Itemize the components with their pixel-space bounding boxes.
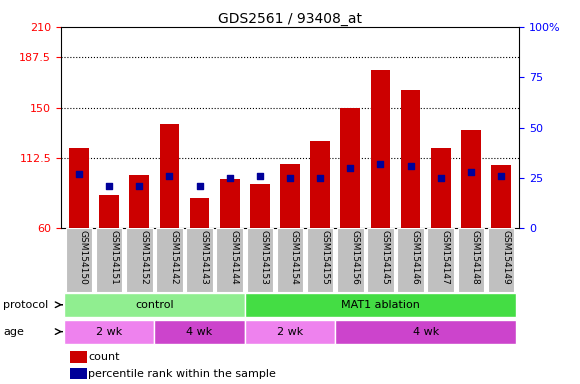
Text: GSM154151: GSM154151 — [109, 230, 118, 285]
Point — [346, 165, 355, 171]
Bar — [96, 228, 122, 292]
Bar — [458, 228, 484, 292]
Point — [104, 183, 114, 189]
Point — [165, 173, 174, 179]
Bar — [220, 179, 240, 228]
Bar — [156, 228, 183, 292]
Text: MAT1 ablation: MAT1 ablation — [341, 300, 420, 310]
Bar — [70, 368, 86, 379]
Bar — [401, 90, 420, 228]
Text: percentile rank within the sample: percentile rank within the sample — [88, 369, 276, 379]
Bar — [488, 228, 514, 292]
Point — [316, 175, 325, 181]
Point — [195, 183, 204, 189]
Text: 2 wk: 2 wk — [277, 327, 303, 337]
Point — [285, 175, 295, 181]
Bar — [126, 228, 153, 292]
Text: 2 wk: 2 wk — [96, 327, 122, 337]
Bar — [310, 141, 330, 228]
Bar — [367, 228, 394, 292]
Point — [376, 161, 385, 167]
Text: GSM154152: GSM154152 — [139, 230, 148, 285]
Text: GSM154149: GSM154149 — [501, 230, 510, 285]
Point — [496, 173, 506, 179]
Text: GSM154142: GSM154142 — [169, 230, 179, 285]
Bar — [371, 70, 390, 228]
Bar — [129, 175, 149, 228]
Bar — [337, 228, 364, 292]
Bar — [431, 148, 451, 228]
Bar — [427, 228, 454, 292]
Bar — [190, 197, 209, 228]
Text: control: control — [135, 300, 173, 310]
Text: GSM154150: GSM154150 — [79, 230, 88, 285]
Bar — [340, 108, 360, 228]
Text: GSM154147: GSM154147 — [441, 230, 450, 285]
Text: GSM154143: GSM154143 — [200, 230, 209, 285]
Bar — [246, 228, 273, 292]
Bar — [66, 228, 92, 292]
Text: protocol: protocol — [3, 300, 48, 310]
Point — [436, 175, 445, 181]
Bar — [250, 184, 270, 228]
Text: count: count — [88, 352, 120, 362]
Title: GDS2561 / 93408_at: GDS2561 / 93408_at — [218, 12, 362, 26]
Text: GSM154145: GSM154145 — [380, 230, 389, 285]
Bar — [64, 293, 245, 317]
Bar — [216, 228, 243, 292]
Text: GSM154148: GSM154148 — [471, 230, 480, 285]
Bar — [186, 228, 213, 292]
Point — [135, 183, 144, 189]
Bar — [69, 148, 89, 228]
Bar — [245, 320, 335, 344]
Point — [255, 173, 264, 179]
Bar — [461, 131, 481, 228]
Point — [74, 171, 84, 177]
Bar — [154, 320, 245, 344]
Bar — [64, 320, 154, 344]
Text: GSM154153: GSM154153 — [260, 230, 269, 285]
Point — [225, 175, 234, 181]
Text: age: age — [3, 327, 24, 337]
Text: 4 wk: 4 wk — [412, 327, 439, 337]
Bar — [280, 164, 300, 228]
Bar — [397, 228, 424, 292]
Bar — [277, 228, 303, 292]
Bar — [99, 195, 119, 228]
Text: GSM154146: GSM154146 — [411, 230, 419, 285]
Point — [466, 169, 476, 175]
Bar — [245, 293, 516, 317]
Text: 4 wk: 4 wk — [186, 327, 213, 337]
Bar — [160, 124, 179, 228]
Bar — [335, 320, 516, 344]
Text: GSM154154: GSM154154 — [290, 230, 299, 285]
Bar — [70, 351, 86, 363]
Text: GSM154156: GSM154156 — [350, 230, 359, 285]
Bar — [491, 165, 511, 228]
Bar — [307, 228, 333, 292]
Point — [406, 163, 415, 169]
Text: GSM154144: GSM154144 — [230, 230, 239, 285]
Text: GSM154155: GSM154155 — [320, 230, 329, 285]
